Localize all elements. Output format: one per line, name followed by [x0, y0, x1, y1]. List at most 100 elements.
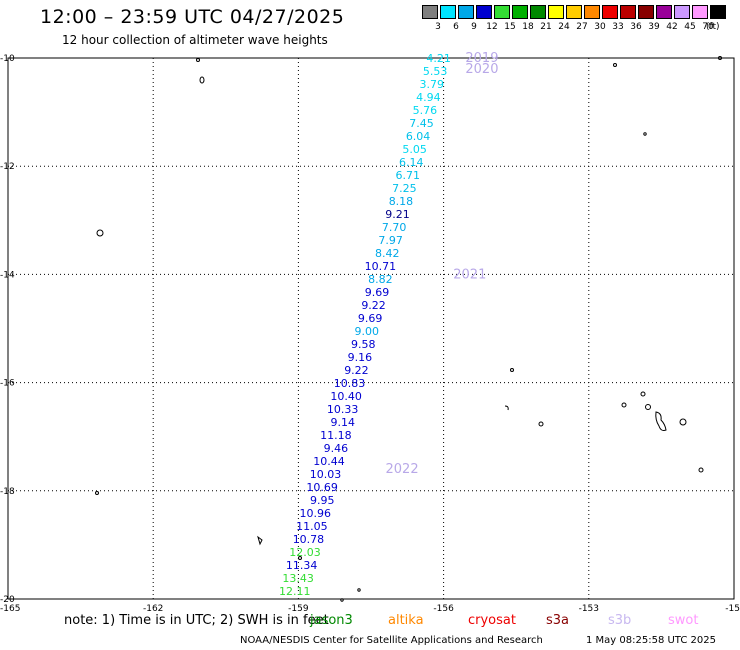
island [357, 588, 361, 592]
wave-height-value: 9.58 [351, 338, 376, 351]
island [510, 368, 514, 372]
island [257, 535, 263, 546]
wave-height-value: 4.21 [426, 52, 451, 65]
legend-label: 24 [558, 22, 570, 32]
island [645, 404, 651, 410]
legend-swatch [638, 5, 654, 19]
wave-height-value: 8.18 [389, 195, 414, 208]
island [298, 556, 302, 560]
legend-swatch [512, 5, 528, 19]
satellite-name: swot [668, 613, 699, 628]
legend-label: 18 [522, 22, 534, 32]
legend-label: 30 [594, 22, 606, 32]
wave-height-value: 9.14 [331, 416, 356, 429]
wave-height-value: 10.69 [306, 481, 338, 494]
wave-height-value: 6.71 [396, 169, 421, 182]
wave-height-value: 12.11 [279, 585, 311, 598]
wave-height-value: 11.05 [296, 520, 328, 533]
lat-label: -18 [0, 487, 15, 497]
wave-height-track: 4.215.533.794.945.767.456.045.056.146.71… [279, 52, 451, 598]
year-label: 2020 [465, 62, 498, 77]
island [679, 418, 687, 426]
satellite-name: cryosat [468, 613, 516, 628]
island [95, 491, 99, 495]
satellite-name: s3b [608, 613, 632, 628]
wave-height-value: 10.78 [293, 533, 325, 546]
legend-swatch [656, 5, 672, 19]
generation-timestamp: 1 May 08:25:58 UTC 2025 [586, 635, 716, 646]
legend-label: 12 [486, 22, 498, 32]
legend-swatch [422, 5, 438, 19]
graticule [8, 58, 734, 599]
wave-height-value: 7.70 [382, 221, 407, 234]
wave-height-value: 9.69 [365, 286, 390, 299]
legend-label: 15 [504, 22, 516, 32]
wave-height-value: 9.16 [348, 351, 373, 364]
wave-height-value: 9.21 [385, 208, 410, 221]
legend-swatch [674, 5, 690, 19]
legend-swatch [476, 5, 492, 19]
wave-height-value: 10.83 [334, 377, 366, 390]
legend-swatch [440, 5, 456, 19]
legend-swatch [548, 5, 564, 19]
legend-unit: (ft) [706, 22, 720, 32]
satellite-name: jason3 [310, 613, 353, 628]
lat-label: -12 [0, 162, 15, 172]
year-label: 2021 [453, 267, 486, 282]
legend-swatch [620, 5, 636, 19]
axis-labels: -10 -12 -14 -16 -18 -20-165 -162 -159 -156 -153 -1… [0, 54, 740, 614]
legend-swatch [584, 5, 600, 19]
legend-label: 27 [576, 22, 588, 32]
satellite-name: s3a [546, 613, 570, 628]
island [504, 405, 509, 411]
island [613, 63, 617, 67]
lat-label: -10 [0, 54, 15, 64]
wave-height-value: 11.34 [286, 559, 318, 572]
wave-height-value: 9.00 [354, 325, 379, 338]
island [538, 421, 544, 427]
footer-note: note: 1) Time is in UTC; 2) SWH is in fe… [64, 613, 329, 628]
year-label: 2019 [465, 51, 498, 66]
legend-label: 36 [630, 22, 642, 32]
wave-height-value: 7.97 [378, 234, 403, 247]
lon-label: -165 [0, 604, 20, 614]
legend-label: 33 [612, 22, 624, 32]
lat-label: -20 [0, 595, 15, 605]
island [621, 402, 627, 408]
legend-label: 39 [648, 22, 660, 32]
island [196, 58, 200, 62]
wave-height-value: 8.42 [375, 247, 400, 260]
wave-height-value: 5.76 [413, 104, 438, 117]
map-subtitle: 12 hour collection of altimeter wave hei… [62, 33, 328, 47]
legend-swatch [710, 5, 726, 19]
wave-height-value: 10.33 [327, 403, 359, 416]
legend-label: 9 [471, 22, 477, 32]
lon-label: -15 [725, 604, 740, 614]
wave-height-value: 5.53 [423, 65, 448, 78]
island [698, 467, 704, 473]
credit-line: NOAA/NESDIS Center for Satellite Applica… [240, 635, 543, 646]
legend-label: 3 [435, 22, 441, 32]
wave-height-value: 12.03 [289, 546, 321, 559]
legend-swatch [566, 5, 582, 19]
island-outlines [95, 56, 722, 602]
legend-label: 21 [540, 22, 552, 32]
island [718, 56, 722, 60]
wave-height-value: 8.82 [368, 273, 393, 286]
wave-height-value: 10.71 [365, 260, 397, 273]
legend-label: 42 [666, 22, 678, 32]
legend-swatch [494, 5, 510, 19]
wave-height-value: 4.94 [416, 91, 441, 104]
satellite-name: altika [388, 613, 424, 628]
lon-label: -162 [143, 604, 163, 614]
island [96, 229, 104, 237]
wave-height-value: 6.04 [406, 130, 431, 143]
wave-height-value: 10.40 [330, 390, 362, 403]
island [643, 132, 647, 136]
lat-label: -14 [0, 270, 15, 280]
year-label: 2022 [386, 462, 419, 477]
lat-label: -16 [0, 379, 15, 389]
island [655, 411, 667, 431]
wave-height-value: 9.95 [310, 494, 335, 507]
